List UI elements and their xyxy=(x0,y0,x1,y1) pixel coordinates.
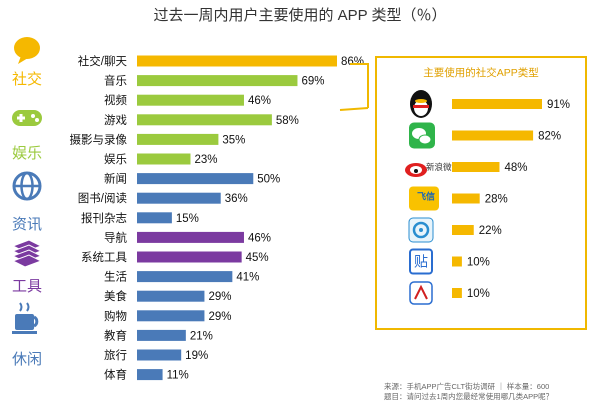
wechat-icon xyxy=(409,122,435,149)
group-label: 工具 xyxy=(12,278,42,295)
category-label: 美食 xyxy=(104,289,127,303)
category-label: 音乐 xyxy=(104,74,127,88)
globe-icon xyxy=(12,171,42,201)
social-app-inset: 主要使用的社交APP类型 91% 82% 新浪微博 48% 飞信 28% 22% 贴 10% 10% xyxy=(339,56,587,330)
value-label: 35% xyxy=(222,134,245,146)
inset-bar xyxy=(452,130,534,141)
stacked-layers-icon xyxy=(11,239,43,268)
value-label: 58% xyxy=(276,115,299,127)
category-label: 生活 xyxy=(104,270,127,284)
value-label: 19% xyxy=(185,350,208,362)
bar xyxy=(137,290,205,302)
question-text: 题目：请问过去1周内您最经常使用哪几类APP呢？ xyxy=(384,392,554,401)
source-text: 来源：手机APP广告CLT街坊调研 ｜ 样本量：600 xyxy=(384,382,550,391)
inset-value-label: 48% xyxy=(504,162,527,174)
icon-caption: 贴 xyxy=(414,254,428,270)
bar xyxy=(137,153,191,165)
inset-bar xyxy=(452,99,542,109)
chat-bubble-icon xyxy=(14,37,40,64)
group-label: 娱乐 xyxy=(12,145,42,162)
category-label: 旅行 xyxy=(104,348,127,362)
value-label: 46% xyxy=(248,232,271,244)
icon-caption: 飞信 xyxy=(417,191,435,202)
value-label: 21% xyxy=(190,330,213,342)
group-label: 社交 xyxy=(12,70,42,88)
category-label: 游戏 xyxy=(104,114,127,127)
inset-bar xyxy=(452,288,462,298)
main-bar-chart: 社交/聊天 86% 音乐 69% 视频 46% 游戏 58% 摄影与录像 35% 娱乐 23% 新闻 50… xyxy=(70,54,365,382)
bar xyxy=(137,192,221,204)
bar xyxy=(137,329,186,341)
fetion-icon: 飞信 xyxy=(409,186,439,211)
bar xyxy=(137,212,172,224)
category-label: 视频 xyxy=(104,93,127,107)
bar xyxy=(137,55,337,67)
value-label: 36% xyxy=(225,193,248,205)
inset-bar xyxy=(452,256,462,267)
category-label: 报刊杂志 xyxy=(81,211,127,225)
source-note: 来源：手机APP广告CLT街坊调研 ｜ 样本量：600 题目：请问过去1周内您最… xyxy=(384,382,596,402)
bar xyxy=(137,231,244,243)
sina-weibo-icon: 新浪微博 xyxy=(405,162,460,177)
gamepad-icon xyxy=(12,110,42,126)
value-label: 41% xyxy=(236,272,259,284)
value-label: 15% xyxy=(176,213,199,225)
inset-value-label: 82% xyxy=(538,131,561,143)
value-label: 69% xyxy=(301,76,324,88)
connector-line xyxy=(339,107,369,111)
category-label: 社交/聊天 xyxy=(78,54,128,68)
value-label: 29% xyxy=(208,291,231,303)
bar xyxy=(137,349,182,361)
inset-value-label: 10% xyxy=(467,257,490,269)
app-logo-icon xyxy=(408,217,434,243)
inset-bar xyxy=(452,193,480,204)
category-label: 新闻 xyxy=(104,172,127,186)
category-label: 系统工具 xyxy=(81,251,127,264)
bar xyxy=(137,133,219,145)
tieba-icon: 贴 xyxy=(409,248,433,275)
value-label: 46% xyxy=(248,95,271,107)
bar xyxy=(137,251,242,263)
inset-title: 主要使用的社交APP类型 xyxy=(423,66,539,79)
value-label: 29% xyxy=(208,311,231,323)
bar xyxy=(137,173,254,185)
inset-value-label: 22% xyxy=(479,225,502,237)
category-label: 购物 xyxy=(104,309,127,323)
inset-value-label: 10% xyxy=(467,288,490,300)
coffee-cup-icon xyxy=(12,302,39,334)
bar xyxy=(137,369,163,381)
category-label: 图书/阅读 xyxy=(78,191,128,205)
misc-app-icon xyxy=(409,281,433,305)
connector-line xyxy=(350,63,369,108)
bar xyxy=(137,310,205,322)
category-label: 体育 xyxy=(104,368,127,382)
group-label: 休闲 xyxy=(12,351,42,368)
bar xyxy=(137,94,244,106)
value-label: 86% xyxy=(341,56,364,68)
qq-penguin-icon xyxy=(410,90,432,118)
inset-bar xyxy=(452,225,474,235)
bar xyxy=(137,75,298,87)
category-label: 娱乐 xyxy=(104,152,127,166)
category-label: 摄影与录像 xyxy=(70,132,128,146)
value-label: 45% xyxy=(246,252,269,264)
category-label: 导航 xyxy=(104,230,127,244)
value-label: 50% xyxy=(257,174,280,186)
inset-value-label: 91% xyxy=(547,99,570,111)
icon-caption: 新浪微博 xyxy=(426,162,461,172)
value-label: 23% xyxy=(194,154,217,166)
category-label: 教育 xyxy=(104,328,127,342)
bar xyxy=(137,271,233,283)
bar xyxy=(137,114,272,126)
value-label: 11% xyxy=(167,370,189,382)
chart-title: 过去一周内用户主要使用的 APP 类型（％） xyxy=(153,7,447,24)
group-label: 资讯 xyxy=(12,216,42,233)
inset-bar xyxy=(452,162,500,172)
inset-value-label: 28% xyxy=(485,194,508,206)
